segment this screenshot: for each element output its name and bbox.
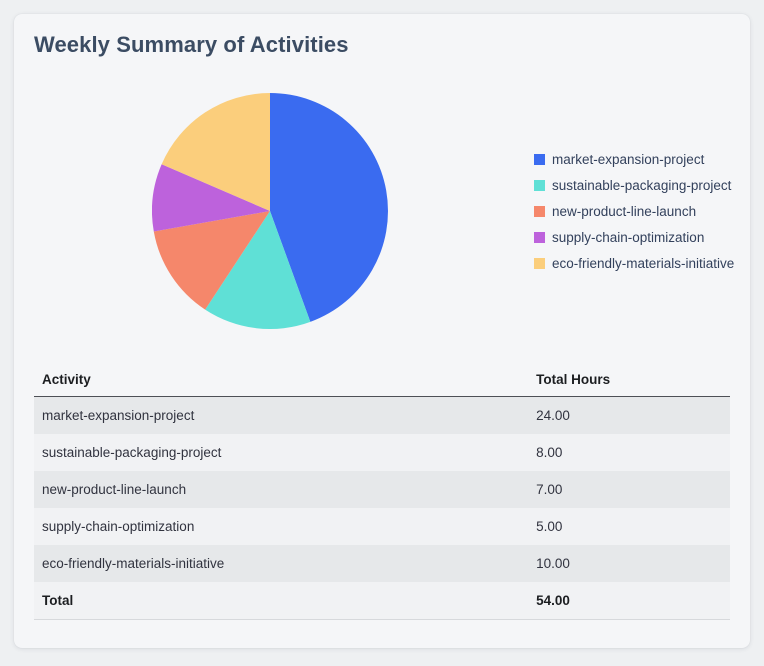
- legend-swatch: [534, 179, 545, 191]
- table-row: eco-friendly-materials-initiative 10.00: [34, 545, 730, 582]
- pie-slice-eco-friendly-materials-initiative: [161, 93, 270, 211]
- pie-slice-sustainable-packaging-project: [205, 211, 311, 329]
- table-body: market-expansion-project 24.00 sustainable…: [34, 396, 730, 582]
- table-header-row: Activity Total Hours: [34, 366, 730, 397]
- hours-cell: 5.00: [528, 508, 730, 545]
- table-total-row: Total 54.00: [34, 582, 730, 620]
- chart-legend: market-expansion-project sustainable-pack…: [534, 146, 734, 276]
- activity-cell: eco-friendly-materials-initiative: [34, 545, 529, 582]
- hours-cell: 7.00: [528, 471, 730, 508]
- column-header-total-hours: Total Hours: [528, 366, 730, 397]
- pie-slice-new-product-line-launch: [153, 211, 270, 310]
- column-header-activity: Activity: [34, 366, 529, 397]
- activity-cell: sustainable-packaging-project: [34, 434, 529, 471]
- legend-item-market-expansion-project: market-expansion-project: [534, 146, 734, 172]
- legend-swatch: [534, 231, 545, 243]
- pie-slice-market-expansion-project: [270, 93, 388, 322]
- legend-label: eco-friendly-materials-initiative: [552, 255, 735, 271]
- total-label-cell: Total: [34, 582, 529, 620]
- hours-cell: 8.00: [528, 434, 730, 471]
- table-row: supply-chain-optimization 5.00: [34, 508, 730, 545]
- activity-cell: supply-chain-optimization: [34, 508, 529, 545]
- legend-item-new-product-line-launch: new-product-line-launch: [534, 198, 734, 224]
- legend-item-sustainable-packaging-project: sustainable-packaging-project: [534, 172, 734, 198]
- legend-label: market-expansion-project: [552, 151, 705, 167]
- table-row: new-product-line-launch 7.00: [34, 471, 730, 508]
- legend-swatch: [534, 257, 545, 269]
- legend-item-eco-friendly-materials-initiative: eco-friendly-materials-initiative: [534, 250, 734, 276]
- legend-label: sustainable-packaging-project: [552, 177, 732, 193]
- activity-cell: new-product-line-launch: [34, 471, 529, 508]
- legend-label: supply-chain-optimization: [552, 229, 705, 245]
- hours-cell: 24.00: [528, 396, 730, 434]
- weekly-summary-card: Weekly Summary of Activities market-expa…: [14, 14, 750, 648]
- table-row: market-expansion-project 24.00: [34, 396, 730, 434]
- legend-label: new-product-line-launch: [552, 203, 697, 219]
- table-row: sustainable-packaging-project 8.00: [34, 434, 730, 471]
- pie-chart-container: [151, 93, 388, 329]
- activity-cell: market-expansion-project: [34, 396, 529, 434]
- legend-swatch: [534, 205, 545, 217]
- total-hours-cell: 54.00: [528, 582, 730, 620]
- activity-table: Activity Total Hours market-expansion-pr…: [34, 366, 730, 620]
- legend-item-supply-chain-optimization: supply-chain-optimization: [534, 224, 734, 250]
- legend-swatch: [534, 153, 545, 165]
- hours-cell: 10.00: [528, 545, 730, 582]
- chart-area: market-expansion-project sustainable-pack…: [34, 93, 734, 329]
- page-title: Weekly Summary of Activities: [34, 32, 349, 57]
- pie-slice-supply-chain-optimization: [151, 164, 270, 232]
- pie-chart: [151, 93, 388, 329]
